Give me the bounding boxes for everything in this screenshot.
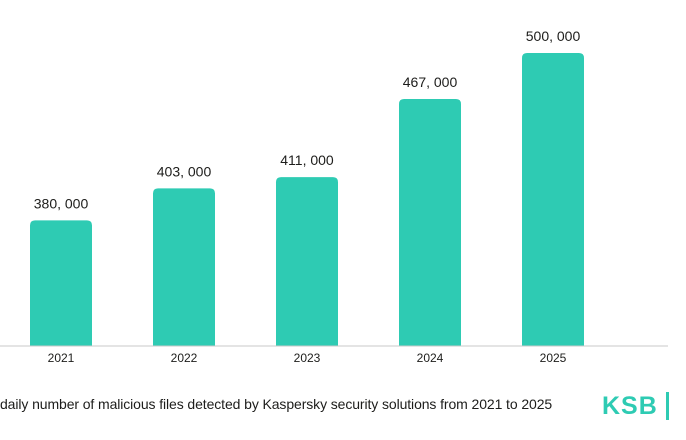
x-tick-labels-group: 2021 2022 2023 2024 2025	[48, 351, 567, 365]
bar-2025	[522, 53, 584, 346]
bar-2021	[30, 220, 92, 346]
x-tick-label-2022: 2022	[171, 351, 198, 365]
bar-2023	[276, 177, 338, 346]
chart-caption: daily number of malicious files detected…	[0, 396, 553, 412]
logo-divider	[665, 392, 669, 420]
bar-chart: 380, 000 403, 000 411, 000 467, 000 500, 000…	[0, 28, 668, 365]
value-labels-group: 380, 000 403, 000 411, 000 467, 000 500, 000	[34, 28, 581, 211]
bars-group	[30, 53, 584, 347]
value-label-2022: 403, 000	[157, 163, 212, 179]
x-tick-label-2025: 2025	[540, 351, 567, 365]
bar-2022	[153, 188, 215, 346]
x-tick-label-2023: 2023	[294, 351, 321, 365]
value-label-2021: 380, 000	[34, 195, 89, 211]
logo-text: KSB	[602, 391, 658, 420]
x-tick-label-2021: 2021	[48, 351, 75, 365]
value-label-2025: 500, 000	[526, 28, 581, 44]
bar-2024	[399, 99, 461, 347]
value-label-2023: 411, 000	[280, 152, 334, 168]
value-label-2024: 467, 000	[403, 74, 458, 90]
x-tick-label-2024: 2024	[417, 351, 444, 365]
ksb-logo: KSB	[602, 390, 669, 422]
